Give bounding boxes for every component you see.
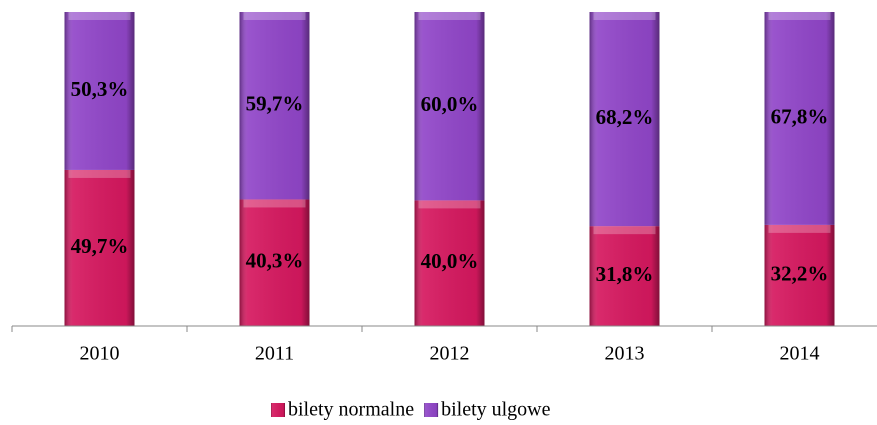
data-label: 32,2% bbox=[771, 261, 829, 285]
legend-label: bilety ulgowe bbox=[441, 399, 551, 421]
data-label: 50,3% bbox=[71, 77, 129, 101]
bar-shade bbox=[764, 224, 835, 326]
bar-bevel bbox=[418, 12, 481, 20]
x-tick-label: 2014 bbox=[780, 343, 820, 365]
bar-shade bbox=[64, 12, 135, 170]
bar-bevel bbox=[243, 12, 306, 20]
data-label: 59,7% bbox=[246, 92, 304, 116]
x-tick-label: 2012 bbox=[430, 343, 470, 365]
x-tick-label: 2010 bbox=[80, 343, 120, 365]
legend-swatch-shade bbox=[424, 403, 439, 417]
bar-shade bbox=[239, 199, 310, 326]
bar-shade bbox=[239, 12, 310, 200]
bar-bevel bbox=[593, 226, 656, 235]
bar-bevel bbox=[68, 12, 131, 20]
legend-label: bilety normalne bbox=[288, 399, 414, 421]
bar-shade bbox=[414, 12, 485, 201]
bar-bevel bbox=[243, 199, 306, 208]
data-label: 60,0% bbox=[421, 92, 479, 116]
bar-shade bbox=[589, 226, 660, 326]
bar-bevel bbox=[768, 12, 831, 20]
data-label: 40,3% bbox=[246, 249, 304, 273]
data-label: 31,8% bbox=[596, 262, 654, 286]
bar-shade bbox=[589, 12, 660, 227]
legend-swatch-shade bbox=[271, 403, 285, 417]
bar-bevel bbox=[68, 169, 131, 178]
data-label: 40,0% bbox=[421, 249, 479, 273]
data-label: 49,7% bbox=[71, 234, 129, 258]
data-label: 67,8% bbox=[771, 104, 829, 128]
bar-shade bbox=[414, 200, 485, 326]
bar-bevel bbox=[418, 200, 481, 209]
bar-bevel bbox=[768, 224, 831, 233]
bar-shade bbox=[764, 12, 835, 225]
data-label: 68,2% bbox=[596, 105, 654, 129]
x-tick-label: 2011 bbox=[255, 343, 294, 365]
bar-shade bbox=[64, 169, 135, 326]
bar-bevel bbox=[593, 12, 656, 20]
x-tick-label: 2013 bbox=[605, 343, 645, 365]
